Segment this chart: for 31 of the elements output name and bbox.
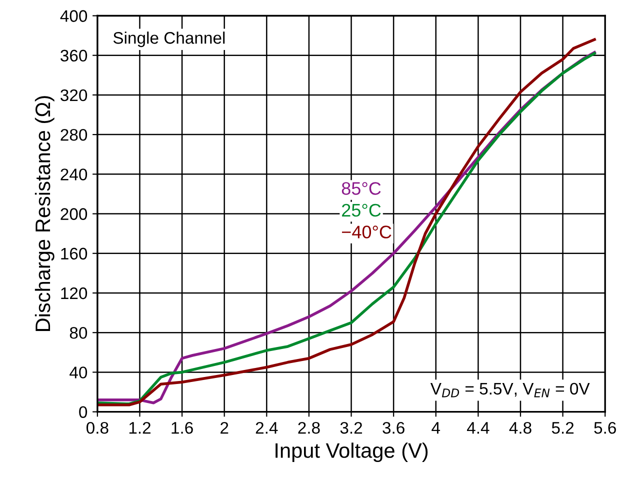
y-tick-label: 280 bbox=[60, 128, 88, 141]
x-tick-label: 2.8 bbox=[298, 422, 320, 434]
annotation: V$_{DD}$ = 5.5V, V$_{EN}$ = 0V bbox=[430, 382, 590, 398]
y-tick-label: 80 bbox=[70, 326, 88, 339]
x-tick-label: 4.4 bbox=[466, 422, 490, 434]
text: 85°C bbox=[342, 182, 381, 195]
x-tick-label: 3.2 bbox=[340, 422, 362, 434]
x-tick-label: 1.6 bbox=[172, 422, 193, 434]
series-label: −40°C bbox=[342, 226, 392, 238]
x-tick-label: 0.8 bbox=[86, 422, 108, 434]
x-tick-label: 2.4 bbox=[256, 422, 278, 434]
y-tick-label: 40 bbox=[70, 366, 88, 378]
y-tick-label: 360 bbox=[60, 50, 88, 62]
x-tick-label: 2 bbox=[220, 422, 228, 434]
y-axis-title: Discharge Resistance (Ω) bbox=[34, 96, 54, 331]
x-tick-label: 1.2 bbox=[129, 422, 150, 434]
x-tick-label: 4 bbox=[432, 422, 440, 434]
x-tick-label: 5.6 bbox=[594, 422, 616, 434]
x-axis-title: Input Voltage (V) bbox=[276, 442, 428, 462]
y-tick-label: 120 bbox=[61, 287, 88, 300]
x-tick-label: 3.6 bbox=[382, 422, 404, 434]
y-tick-label: 160 bbox=[61, 248, 88, 260]
y-tick-label: 240 bbox=[60, 168, 88, 180]
x-tick-label: 4.8 bbox=[509, 422, 532, 434]
x-tick-label: 5.2 bbox=[552, 422, 574, 434]
y-tick-label: 0 bbox=[79, 406, 88, 418]
text: 25°C bbox=[342, 204, 381, 217]
y-tick-label: 400 bbox=[60, 10, 88, 22]
annotation: Single Channel bbox=[113, 32, 225, 48]
y-tick-label: 320 bbox=[60, 89, 88, 102]
y-tick-label: 200 bbox=[60, 208, 88, 220]
